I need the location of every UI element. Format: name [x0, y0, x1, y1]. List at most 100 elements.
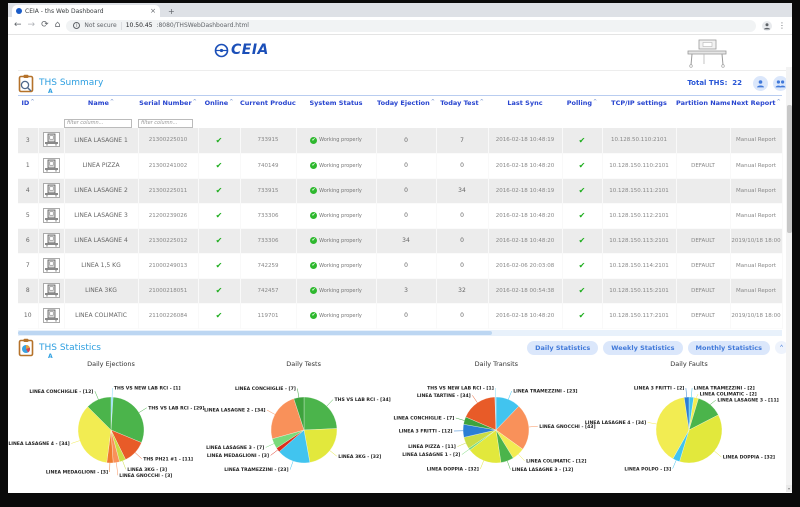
monthly-statistics-button[interactable]: Monthly Statistics: [687, 340, 770, 355]
reload-icon[interactable]: ⟳: [41, 20, 49, 30]
column-header-current-product[interactable]: Current Product^: [240, 99, 296, 107]
cell-online: ✔: [198, 303, 240, 328]
close-tab-icon[interactable]: ×: [150, 6, 156, 15]
table-row[interactable]: 5 LINEA LASAGNE 3 21200239026 ✔ 733306 ✔ Worki…: [18, 203, 782, 228]
cell-icon: [38, 253, 64, 278]
scrollbar-thumb[interactable]: [18, 330, 492, 335]
cell-status: ✔ Working properly: [296, 178, 376, 203]
cell-partition: [676, 203, 730, 228]
column-header-id[interactable]: ID^: [21, 99, 35, 107]
pie-slice-linea-conchiglie[interactable]: [293, 396, 304, 430]
label-leader-line: [695, 393, 699, 398]
summary-anchor-link[interactable]: A: [48, 88, 53, 95]
label-leader-line: [266, 409, 275, 415]
sort-caret-icon[interactable]: ^: [109, 99, 115, 105]
column-header-today-ejection[interactable]: Today Ejection^: [377, 99, 435, 107]
cell-name: LINEA LASAGNE 4: [64, 228, 138, 253]
back-icon[interactable]: ←: [14, 20, 22, 30]
pie-slice-linea-conchiglie[interactable]: [87, 396, 112, 430]
users-button[interactable]: [773, 75, 788, 91]
cell-test: 0: [436, 203, 488, 228]
home-icon[interactable]: ⌂: [54, 20, 61, 30]
sort-caret-icon[interactable]: ^: [776, 99, 781, 105]
label-leader-line: [480, 460, 485, 469]
sort-caret-icon[interactable]: ^: [229, 99, 234, 105]
label-leader-line: [456, 417, 465, 421]
pie-slice-ths-vs-lab-rci[interactable]: [303, 396, 337, 430]
column-header-serial-number[interactable]: Serial Number^: [139, 99, 197, 107]
collapse-statistics-button[interactable]: ^: [775, 341, 788, 354]
page-header: CEIA: [18, 35, 788, 71]
cell-polling: ✔: [562, 278, 602, 303]
table-row[interactable]: 1 LINEA PIZZA 21300241002 ✔ 740149 ✔ Working p…: [18, 153, 782, 178]
menu-icon[interactable]: ⋮: [778, 21, 786, 30]
column-header-next-report[interactable]: Next Report^: [731, 99, 781, 107]
pie-slice-linea-3kg[interactable]: [303, 427, 337, 463]
column-header-partition-name[interactable]: Partition Name^: [676, 99, 730, 107]
pie-label: LINEA 3 FRITTI - [2]: [634, 385, 685, 391]
cell-partition: [676, 178, 730, 203]
label-leader-line: [685, 387, 687, 397]
sort-caret-icon[interactable]: ^: [30, 99, 35, 105]
statistics-title-row: THS Statistics A Daily Statistics Weekly …: [18, 336, 788, 360]
column-header-polling[interactable]: Polling^: [566, 99, 598, 107]
machine-thumbnail: [42, 307, 60, 323]
sort-caret-icon[interactable]: ^: [593, 99, 598, 105]
table-row[interactable]: 8 LINEA 3KG 21000218051 ✔ 742457 ✔ Working pro…: [18, 278, 782, 303]
page-scrollbar-thumb[interactable]: [786, 105, 792, 233]
cell-serial: 21300225011: [138, 178, 198, 203]
pie-label: LINEA CONCHIGLIE - [12]: [29, 388, 93, 394]
cell-icon: [38, 128, 64, 153]
sort-caret-icon[interactable]: ^: [479, 99, 484, 105]
online-check-icon: ✔: [215, 211, 223, 220]
pie-slice-linea-lasagne-4[interactable]: [655, 396, 690, 459]
url-bar[interactable]: i Not secure 10.50.45 :8080/THSWebDashbo…: [66, 19, 756, 32]
cell-product: 733306: [240, 203, 296, 228]
sort-caret-icon[interactable]: ^: [430, 99, 435, 105]
pie-slice-linea-gnocchi[interactable]: [496, 405, 530, 449]
table-row[interactable]: 4 LINEA LASAGNE 2 21300225011 ✔ 733915 ✔ Worki…: [18, 178, 782, 203]
pie-label: LINEA COLIMATIC - [12]: [526, 458, 586, 464]
tab-strip: CEIA - ths Web Dashboard × +: [8, 3, 792, 17]
pie-label: LINEA 3KG - [32]: [338, 453, 381, 459]
pie-slice-linea-doppia[interactable]: [679, 414, 723, 463]
table-row[interactable]: 3 LINEA LASAGNE 1 21300225010 ✔ 733915 ✔ Worki…: [18, 128, 782, 153]
column-header-name[interactable]: Name^: [87, 99, 115, 107]
new-tab-button[interactable]: +: [168, 7, 175, 16]
cell-last-sync: 2016-02-18 10:48:19: [488, 178, 562, 203]
status-ok-icon: ✔: [310, 162, 318, 169]
profile-icon[interactable]: [762, 20, 772, 31]
page-scrollbar[interactable]: ▾: [786, 67, 792, 492]
pie-label: LINEA TRAMEZZINI - [23]: [224, 467, 288, 473]
polling-check-icon: ✔: [578, 161, 586, 170]
table-row[interactable]: 7 LINEA 1,5 KG 21000249013 ✔ 742259 ✔ Working …: [18, 253, 782, 278]
total-ths: Total THS: 22: [687, 79, 742, 87]
scroll-down-arrow[interactable]: ▾: [786, 485, 792, 492]
cell-polling: ✔: [562, 303, 602, 328]
label-leader-line: [289, 460, 293, 470]
forward-icon[interactable]: →: [27, 20, 36, 30]
table-row[interactable]: 10 LINEA COLIMATIC 21100226084 ✔ 119701 ✔ Work…: [18, 303, 782, 328]
weekly-statistics-button[interactable]: Weekly Statistics: [603, 340, 683, 355]
label-leader-line: [296, 387, 299, 397]
cell-next-report: Manual Report: [730, 253, 782, 278]
daily-statistics-button[interactable]: Daily Statistics: [527, 340, 599, 355]
info-icon[interactable]: i: [73, 22, 81, 29]
filter-input-name[interactable]: [64, 118, 133, 128]
table-row[interactable]: 6 LINEA LASAGNE 4 21300225012 ✔ 733306 ✔ Worki…: [18, 228, 782, 253]
operator-button[interactable]: [753, 75, 768, 91]
filter-input-serial[interactable]: [138, 118, 194, 128]
pie-slice-ths-vs-new-lab-rci[interactable]: [495, 396, 497, 430]
table-horizontal-scrollbar[interactable]: [18, 329, 782, 336]
column-header-today-test[interactable]: Today Test^: [440, 99, 484, 107]
cell-test: 7: [436, 128, 488, 153]
cell-status: ✔ Working properly: [296, 128, 376, 153]
pie-slice-linea-lasagne-2[interactable]: [270, 397, 304, 439]
cell-partition: DEFAULT: [676, 303, 730, 328]
statistics-anchor-link[interactable]: A: [48, 352, 53, 360]
browser-tab[interactable]: CEIA - ths Web Dashboard ×: [12, 5, 160, 17]
cell-ejection: 0: [376, 253, 436, 278]
label-leader-line: [472, 394, 478, 403]
column-header-online[interactable]: Online^: [204, 99, 234, 107]
sort-caret-icon[interactable]: ^: [192, 99, 197, 105]
